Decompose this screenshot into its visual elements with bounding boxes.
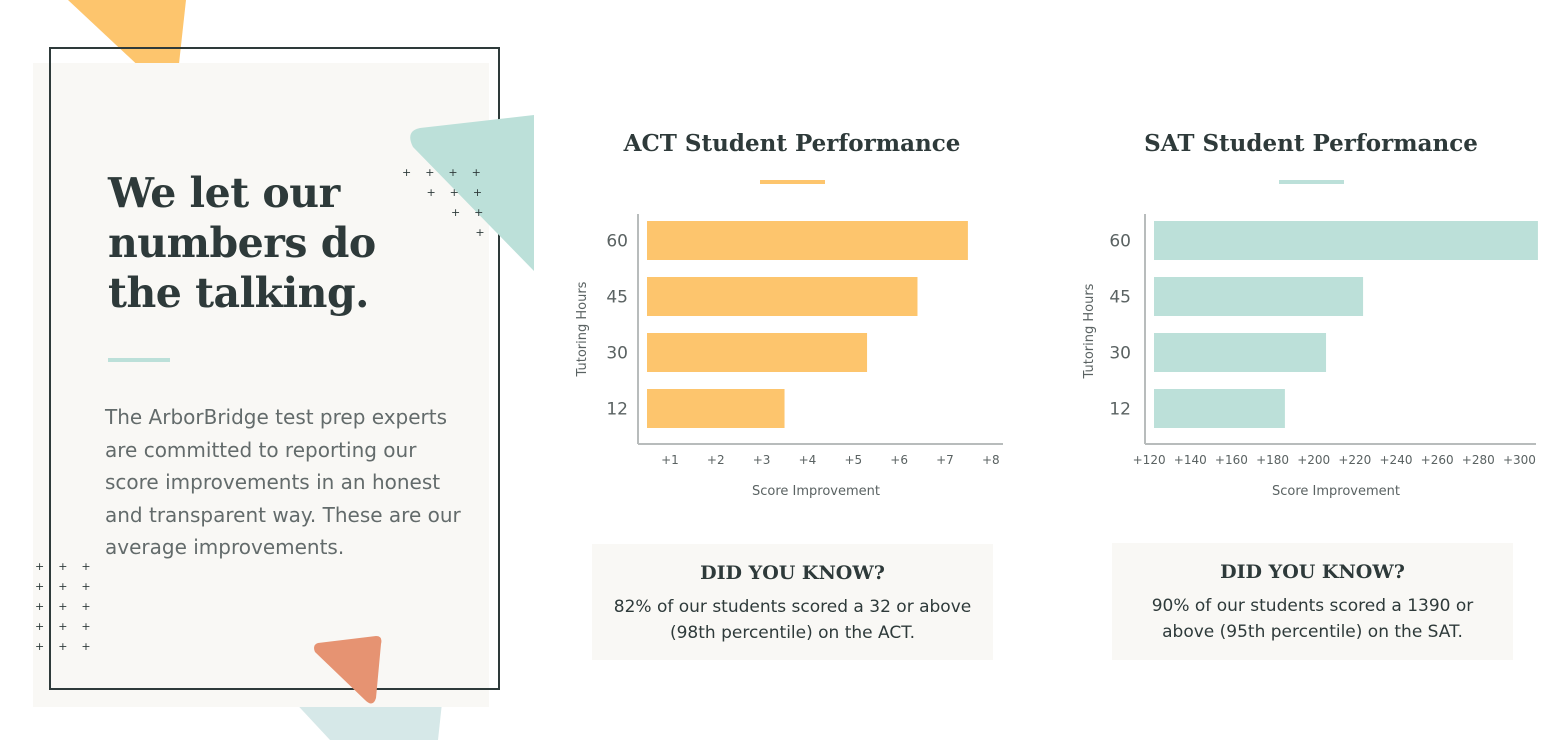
act-tick-label: +6 xyxy=(890,453,908,467)
intro-headline: We let our numbers do the talking. xyxy=(108,168,408,318)
act-bar-45 xyxy=(647,277,918,316)
sat-tick-label: +280 xyxy=(1462,453,1495,467)
sat-tick-label: +300 xyxy=(1503,453,1536,467)
sat-performance-chart: 60 45 30 12 +120 +140 +160 +180 +200 +220 +240 +260… xyxy=(1082,214,1538,499)
headline-line-1: We let our xyxy=(108,169,340,217)
act-category-label: 12 xyxy=(606,400,628,420)
sat-tick-label: +240 xyxy=(1380,453,1413,467)
sat-did-you-know-heading: DID YOU KNOW? xyxy=(1220,561,1405,583)
sat-x-axis-label: Score Improvement xyxy=(1272,484,1400,499)
sat-tick-label: +260 xyxy=(1421,453,1454,467)
act-tick-label: +5 xyxy=(844,453,862,467)
intro-body-text: The ArborBridge test prep experts are co… xyxy=(105,405,461,559)
act-category-label: 60 xyxy=(606,232,628,252)
sat-chart-title: SAT Student Performance xyxy=(1144,130,1478,157)
sat-did-you-know-box: DID YOU KNOW? 90% of our students scored… xyxy=(1112,543,1513,660)
sat-bar-12 xyxy=(1154,389,1285,428)
act-did-you-know-text: 82% of our students scored a 32 or above… xyxy=(613,597,972,643)
intro-card-background xyxy=(33,63,489,707)
mint-triangle-decoration xyxy=(410,115,534,271)
act-tick-label: +8 xyxy=(982,453,1000,467)
headline-line-3: the talking. xyxy=(108,269,369,317)
intro-card-frame xyxy=(49,47,500,690)
act-bar-30 xyxy=(647,333,868,372)
act-x-axis-label: Score Improvement xyxy=(752,484,880,499)
sat-bar-30 xyxy=(1154,333,1327,372)
act-tick-label: +2 xyxy=(707,453,725,467)
act-chart-title: ACT Student Performance xyxy=(623,130,961,157)
act-performance-chart: 60 45 30 12 +1 +2 +3 +4 +5 +6 +7 +8 Score Improvemen… xyxy=(575,214,1003,499)
coral-triangle-decoration xyxy=(314,636,382,704)
sat-bar-60 xyxy=(1154,221,1538,260)
act-tick-label: +4 xyxy=(799,453,817,467)
sat-tick-label: +200 xyxy=(1297,453,1330,467)
plus-pattern-bottom: + + + + + + + + + + + + + + + xyxy=(35,560,91,653)
act-bar-60 xyxy=(647,221,968,260)
sat-tick-label: +160 xyxy=(1215,453,1248,467)
headline-line-2: numbers do xyxy=(108,219,376,267)
sat-title-divider xyxy=(1279,180,1344,184)
sat-bar-45 xyxy=(1154,277,1364,316)
act-y-axis-label: Tutoring Hours xyxy=(575,281,590,377)
headline-divider xyxy=(108,358,170,362)
act-tick-label: +3 xyxy=(753,453,771,467)
sat-tick-label: +140 xyxy=(1174,453,1207,467)
sat-category-label: 60 xyxy=(1109,232,1131,252)
sat-did-you-know-text: 90% of our students scored a 1390 or abo… xyxy=(1151,596,1474,642)
sat-tick-label: +180 xyxy=(1256,453,1289,467)
sat-category-label: 45 xyxy=(1109,288,1131,308)
act-did-you-know-box: DID YOU KNOW? 82% of our students scored… xyxy=(592,544,993,660)
sat-category-label: 30 xyxy=(1109,344,1131,364)
sat-tick-label: +120 xyxy=(1133,453,1166,467)
act-tick-label: +1 xyxy=(661,453,679,467)
plus-pattern-top: + + + + + + + + + + xyxy=(402,166,485,239)
sat-category-label: 12 xyxy=(1109,400,1131,420)
act-title-divider xyxy=(760,180,825,184)
sat-y-axis-label: Tutoring Hours xyxy=(1082,283,1097,379)
sat-tick-label: +220 xyxy=(1338,453,1371,467)
act-tick-label: +7 xyxy=(936,453,954,467)
act-bar-12 xyxy=(647,389,785,428)
act-did-you-know-heading: DID YOU KNOW? xyxy=(700,562,885,584)
act-category-label: 30 xyxy=(606,344,628,364)
act-category-label: 45 xyxy=(606,288,628,308)
